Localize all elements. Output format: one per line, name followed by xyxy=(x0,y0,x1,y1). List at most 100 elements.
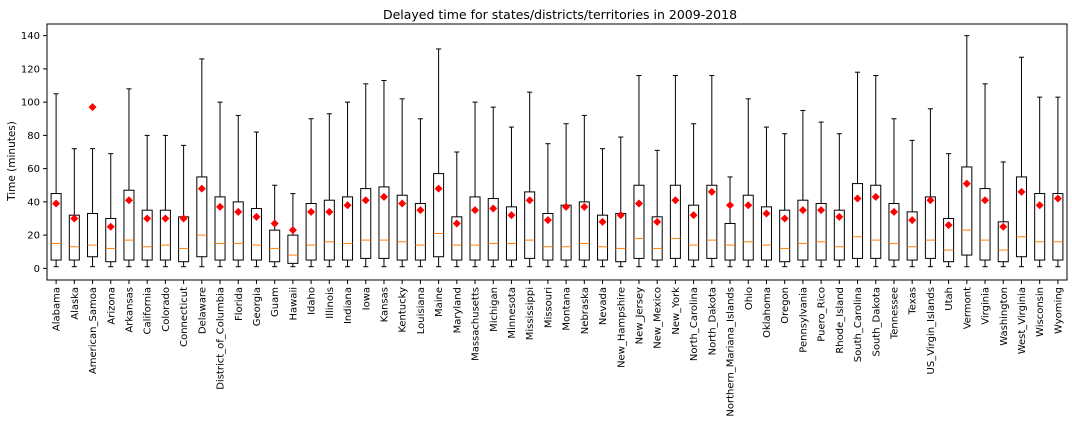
box xyxy=(797,199,809,261)
x-tick-label: New_Jersey xyxy=(634,287,645,344)
x-tick-label: Guam xyxy=(270,287,281,317)
mean-marker xyxy=(889,207,898,216)
box xyxy=(141,209,153,261)
box-group: New_Hampshire xyxy=(615,136,627,368)
x-tick-label: Nebraska xyxy=(580,287,591,334)
mean-marker xyxy=(543,216,552,225)
box-group: Louisiana xyxy=(414,118,427,334)
box-group: Guam xyxy=(269,184,281,317)
box xyxy=(651,216,663,261)
x-tick-label: Oklahoma xyxy=(762,287,773,338)
x-tick-label: Puero_Rico xyxy=(817,287,828,342)
plot-area: 0 20 40 60 80 100 120 140 Alabama Alaska American_… xyxy=(21,31,1064,416)
box-group: Alabama xyxy=(50,93,63,331)
mean-marker xyxy=(726,201,735,210)
box-group: Puero_Rico xyxy=(815,121,828,342)
box xyxy=(433,173,445,258)
x-tick-label: Ohio xyxy=(744,287,755,310)
box xyxy=(542,213,554,261)
box xyxy=(378,186,390,259)
box-group: Delaware xyxy=(196,58,208,334)
y-tick-label: 20 xyxy=(27,231,40,242)
x-tick-label: Kentucky xyxy=(398,287,409,333)
box xyxy=(87,213,99,258)
box-group: Northern_Mariana_Islands xyxy=(724,176,737,417)
x-tick-label: Arizona xyxy=(106,287,117,325)
box xyxy=(524,191,536,259)
x-tick-label: New_Hampshire xyxy=(616,287,627,368)
box xyxy=(997,221,1009,263)
box xyxy=(633,184,645,259)
y-axis-label: Time (minutes) xyxy=(6,121,18,202)
mean-marker xyxy=(88,103,97,112)
mean-marker xyxy=(361,196,370,205)
box-group: Nevada xyxy=(597,148,609,325)
box xyxy=(833,209,845,261)
box xyxy=(232,201,244,261)
mean-marker xyxy=(52,199,61,208)
x-tick-label: Illinois xyxy=(325,287,336,319)
box xyxy=(578,201,590,261)
box-group: Indiana xyxy=(342,101,354,324)
x-tick-label: North_Dakota xyxy=(707,287,718,355)
box xyxy=(287,234,299,264)
x-tick-label: Pennsylvania xyxy=(798,287,809,353)
box-group: Arizona xyxy=(105,153,117,325)
box-group: North_Carolina xyxy=(688,123,700,361)
x-tick-label: Wyoming xyxy=(1053,287,1064,334)
box-group: Massachusetts xyxy=(469,101,482,361)
x-tick-label: Idaho xyxy=(307,287,318,315)
box xyxy=(870,184,882,259)
box-group: Georgia xyxy=(250,131,263,326)
mean-marker xyxy=(216,202,225,211)
mean-marker xyxy=(270,219,279,228)
box xyxy=(815,203,827,261)
box xyxy=(852,183,864,259)
box xyxy=(123,189,135,261)
box xyxy=(469,196,481,261)
mean-marker xyxy=(707,187,716,196)
x-tick-label: Mississippi xyxy=(525,287,536,340)
mean-marker xyxy=(817,206,826,215)
mean-marker xyxy=(434,184,443,193)
mean-marker xyxy=(325,207,334,216)
x-tick-label: Montana xyxy=(562,287,573,331)
box xyxy=(979,188,991,261)
box xyxy=(1015,176,1027,258)
mean-marker xyxy=(234,207,243,216)
mean-marker xyxy=(634,199,643,208)
mean-marker xyxy=(689,211,698,220)
x-tick-label: Northern_Mariana_Islands xyxy=(726,287,737,417)
box-group: Tennessee xyxy=(888,118,900,340)
box-group: New_Jersey xyxy=(633,75,645,344)
x-tick-label: Missouri xyxy=(543,287,554,328)
x-tick-label: American_Samoa xyxy=(88,287,99,374)
mean-marker xyxy=(507,211,516,220)
mean-marker xyxy=(143,214,152,223)
mean-marker xyxy=(525,196,534,205)
box xyxy=(360,188,372,259)
mean-marker xyxy=(489,204,498,213)
box-group: Virginia xyxy=(979,83,992,325)
x-tick-label: Maine xyxy=(434,287,445,317)
box xyxy=(305,203,317,261)
mean-marker xyxy=(853,194,862,203)
box xyxy=(961,166,973,256)
x-tick-label: US_Virgin_Islands xyxy=(926,287,937,374)
box-group: Mississippi xyxy=(524,91,536,340)
box-group: Montana xyxy=(560,123,573,331)
box-group: Wyoming xyxy=(1052,96,1064,334)
box xyxy=(214,196,226,261)
box-group: Alaska xyxy=(68,148,81,320)
x-tick-label: Connecticut xyxy=(179,287,190,347)
x-tick-label: Minnesota xyxy=(507,287,518,339)
x-tick-label: Vermont xyxy=(962,287,973,329)
mean-marker xyxy=(1017,187,1026,196)
box xyxy=(178,216,190,263)
x-tick-label: Alabama xyxy=(52,287,63,331)
x-tick-label: Alaska xyxy=(70,287,81,320)
box xyxy=(269,229,281,263)
box-group: New_Mexico xyxy=(651,149,664,349)
box xyxy=(924,196,936,259)
